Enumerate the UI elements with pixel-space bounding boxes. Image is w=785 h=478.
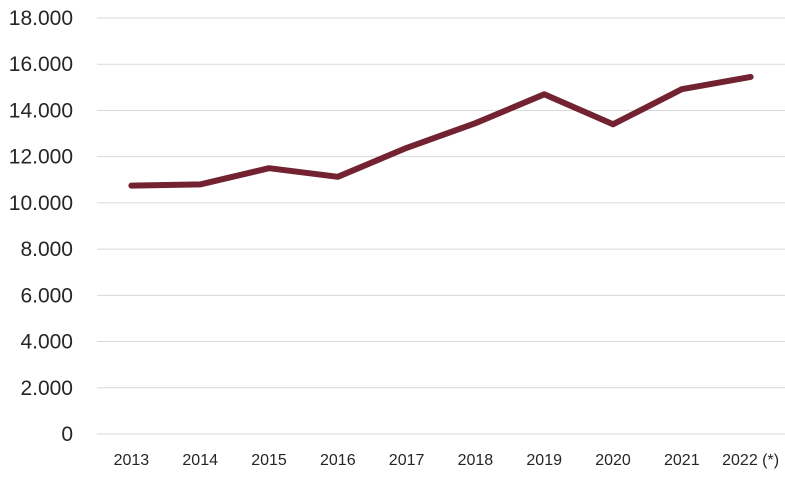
x-tick-label: 2021 [664,452,700,469]
series-layer [128,73,754,189]
y-axis-ticks: 0 2.000 4.000 6.000 8.000 10.000 12.000 14.000 1… [9,7,73,446]
y-tick-label: 2.000 [20,377,73,400]
x-axis-ticks: 2013 2014 2015 2016 2017 2018 2019 2020 2021 2022… [114,452,779,469]
y-tick-label: 10.000 [9,192,73,215]
y-tick-label: 16.000 [9,53,73,76]
x-tick-label: 2014 [182,452,218,469]
x-tick-label: 2022 (*) [722,452,779,469]
x-tick-label: 2017 [389,452,425,469]
y-tick-label: 8.000 [20,238,73,261]
y-tick-label: 14.000 [9,99,73,122]
y-tick-label: 6.000 [20,284,73,307]
series-line [128,73,754,189]
x-tick-label: 2013 [114,452,150,469]
y-tick-label: 4.000 [20,331,73,354]
x-tick-label: 2016 [320,452,356,469]
x-tick-label: 2019 [526,452,562,469]
y-tick-label: 12.000 [9,146,73,169]
y-tick-label: 18.000 [9,7,73,30]
y-tick-label: 0 [61,423,73,446]
x-tick-label: 2018 [458,452,494,469]
x-tick-label: 2015 [251,452,287,469]
x-tick-label: 2020 [595,452,631,469]
gridlines [97,17,785,435]
